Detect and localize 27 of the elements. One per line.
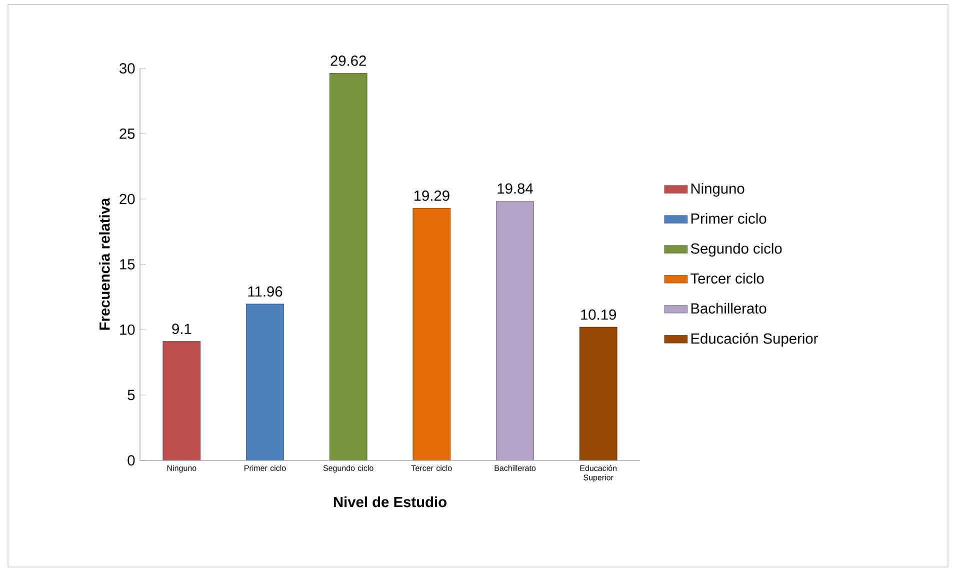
legend-label: Ninguno	[691, 183, 744, 197]
y-tick-label: 0	[128, 455, 135, 466]
x-tick-label: Educación Superior	[580, 465, 616, 482]
data-label: 9.1	[172, 324, 192, 334]
x-tick-label: Primer ciclo	[244, 465, 286, 471]
legend-label: Educación Superior	[691, 332, 818, 347]
data-label: 19.29	[414, 190, 450, 201]
y-tick-label: 15	[120, 259, 135, 270]
x-axis-title: Nivel de Estudio	[334, 496, 446, 508]
data-label: 10.19	[581, 309, 616, 320]
y-axis-title: Frecuencia relativa	[99, 198, 110, 330]
data-label: 29.62	[330, 56, 366, 66]
data-label: 11.96	[248, 286, 282, 297]
y-tick-label: 5	[128, 390, 135, 400]
y-tick-label: 25	[120, 128, 135, 139]
data-label: 19.84	[498, 183, 533, 194]
legend-label: Tercer ciclo	[690, 272, 764, 284]
y-tick-label: 20	[120, 194, 135, 204]
legend-label: Primer ciclo	[691, 212, 766, 224]
y-tick-label: 10	[120, 324, 135, 335]
legend-label: Bachillerato	[691, 302, 766, 314]
x-tick-label: Bachillerato	[494, 465, 536, 471]
x-tick-label: Tercer ciclo	[411, 465, 452, 471]
x-tick-label: Segundo ciclo	[323, 465, 374, 472]
legend-label: Segundo ciclo	[690, 242, 782, 257]
x-tick-label: Ninguno	[167, 465, 196, 472]
y-tick-label: 30	[120, 63, 135, 74]
